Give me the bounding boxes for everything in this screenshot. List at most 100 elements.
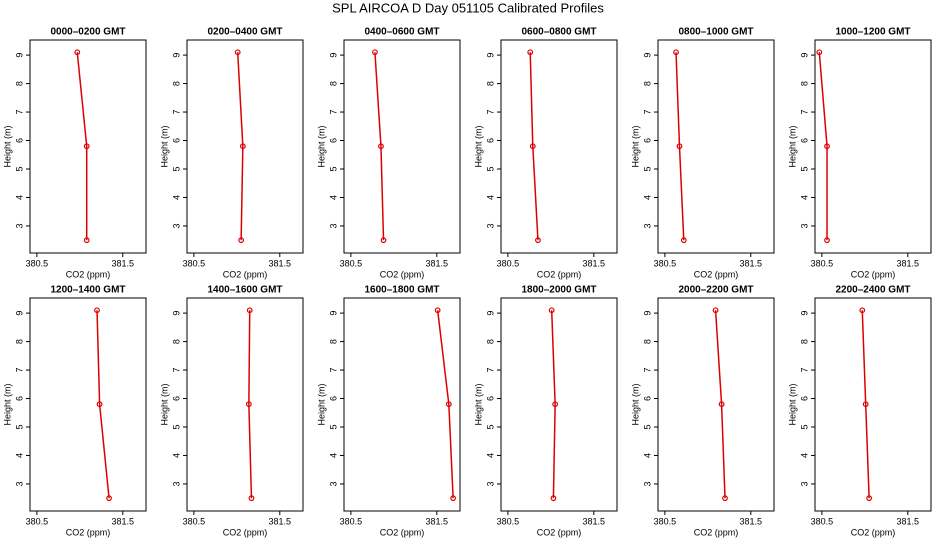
y-tick-label: 6 [799,138,809,143]
y-tick-label: 9 [171,311,181,316]
y-tick-label: 3 [485,223,495,228]
y-tick-label: 4 [485,453,495,458]
profile-line [818,52,828,241]
plot-frame [814,39,932,254]
y-tick-label: 5 [642,166,652,171]
x-tick-label: 380.5 [811,258,834,268]
y-tick-label: 8 [799,81,809,86]
profile-line [550,310,556,499]
y-tick-label: 8 [328,339,338,344]
panel-title: 0200–0400 GMT [207,27,282,38]
y-tick-label: 5 [642,424,652,429]
y-tick-label: 4 [171,453,181,458]
plot-frame [500,39,618,254]
x-tick-label: 380.5 [497,516,520,526]
y-tick-label: 9 [14,311,24,316]
y-tick-label: 3 [642,481,652,486]
y-tick-label: 7 [642,110,652,115]
y-tick-label: 9 [799,311,809,316]
y-axis-label: Height (m) [630,125,640,167]
y-axis-label: Height (m) [787,383,797,425]
profile-point [816,49,823,56]
y-tick-label: 4 [171,195,181,200]
profile-point [824,237,830,244]
y-tick-label: 9 [328,53,338,58]
page-title: SPL AIRCOA D Day 051105 Calibrated Profi… [332,0,604,15]
y-tick-label: 4 [328,195,338,200]
y-tick-label: 3 [14,481,24,486]
x-tick-label: 381.5 [897,516,920,526]
profile-point [673,49,679,56]
profile-point [866,495,873,502]
profile-point [527,49,534,56]
x-tick-label: 381.5 [426,258,449,268]
x-axis-label: CO2 (ppm) [694,527,739,537]
y-tick-label: 9 [642,53,652,58]
x-tick-label: 381.5 [269,258,292,268]
profile-line [861,310,870,499]
panel-title: 0600–0800 GMT [521,27,596,38]
y-tick-label: 5 [14,166,24,171]
y-tick-label: 9 [799,53,809,58]
y-tick-label: 9 [14,53,24,58]
y-tick-label: 8 [642,81,652,86]
profile-point [96,401,103,408]
profile-line [714,310,726,499]
profile-point [824,143,830,150]
y-axis-label: Height (m) [2,125,12,167]
y-tick-label: 4 [799,195,809,200]
x-tick-label: 381.5 [897,258,920,268]
profile-point [94,307,100,314]
x-axis-label: CO2 (ppm) [694,269,739,279]
x-axis-label: CO2 (ppm) [380,269,425,279]
y-tick-label: 4 [799,453,809,458]
y-tick-label: 5 [485,166,495,171]
panel-title: 1600–1800 GMT [364,285,439,296]
x-tick-label: 380.5 [340,258,363,268]
x-tick-label: 381.5 [112,516,135,526]
profile-line [248,310,253,499]
profile-point [238,237,245,244]
x-tick-label: 380.5 [183,258,206,268]
plot-frame [186,39,304,254]
profile-point [445,401,452,408]
y-tick-label: 6 [171,396,181,401]
y-axis-label: Height (m) [316,125,326,167]
y-tick-label: 7 [171,110,181,115]
profile-line [96,310,110,499]
y-tick-label: 6 [642,396,652,401]
x-tick-label: 380.5 [654,258,677,268]
y-tick-label: 6 [642,138,652,143]
y-tick-label: 8 [485,339,495,344]
profile-line [529,52,539,241]
x-axis-label: CO2 (ppm) [851,269,896,279]
y-tick-label: 8 [799,339,809,344]
panel-title: 1400–1600 GMT [207,285,282,296]
y-tick-label: 7 [799,368,809,373]
y-tick-label: 8 [171,81,181,86]
profile-point [83,237,90,244]
y-tick-label: 5 [799,166,809,171]
plot-frame [29,39,147,254]
panel-title: 1200–1400 GMT [50,285,125,296]
y-tick-label: 5 [171,424,181,429]
profile-point [529,143,536,150]
x-axis-label: CO2 (ppm) [223,527,268,537]
y-axis-label: Height (m) [159,383,169,425]
y-tick-label: 4 [14,453,24,458]
y-tick-label: 3 [328,223,338,228]
x-axis-label: CO2 (ppm) [851,527,896,537]
panel-title: 0800–1000 GMT [678,27,753,38]
y-tick-label: 3 [642,223,652,228]
y-tick-label: 7 [485,110,495,115]
y-tick-label: 9 [485,311,495,316]
y-tick-label: 5 [14,424,24,429]
profile-line [436,310,454,499]
y-axis-label: Height (m) [630,383,640,425]
x-axis-label: CO2 (ppm) [66,527,111,537]
x-tick-label: 380.5 [340,516,363,526]
y-tick-label: 3 [799,481,809,486]
x-tick-label: 381.5 [583,258,606,268]
y-tick-label: 9 [642,311,652,316]
